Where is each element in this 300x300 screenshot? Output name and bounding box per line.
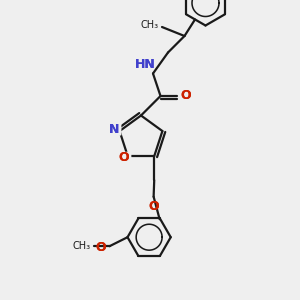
Text: CH₃: CH₃	[73, 241, 91, 251]
Text: CH₃: CH₃	[140, 20, 158, 31]
Text: N: N	[109, 123, 119, 136]
Text: O: O	[119, 151, 130, 164]
Text: O: O	[119, 151, 130, 164]
Text: O: O	[181, 89, 191, 103]
Text: O: O	[148, 200, 159, 213]
Text: O: O	[148, 200, 159, 213]
FancyBboxPatch shape	[117, 152, 131, 164]
Text: HN: HN	[135, 58, 156, 70]
Text: O: O	[95, 241, 106, 254]
Text: O: O	[95, 241, 106, 254]
Text: N: N	[109, 123, 119, 136]
Text: O: O	[181, 89, 191, 103]
Text: HN: HN	[135, 58, 156, 70]
FancyBboxPatch shape	[107, 124, 122, 136]
